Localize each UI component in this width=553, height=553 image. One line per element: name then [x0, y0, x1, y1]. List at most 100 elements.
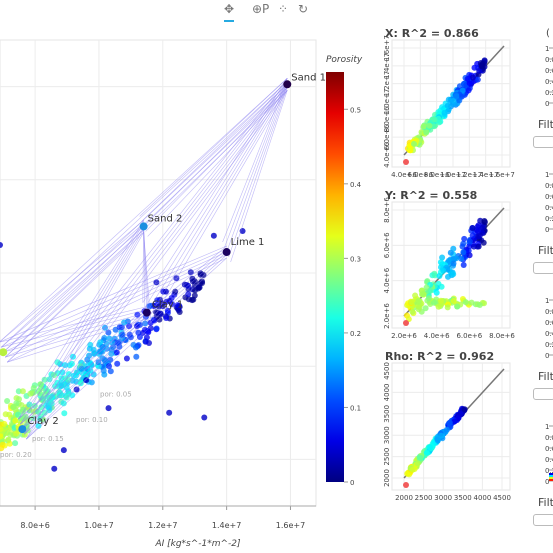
panel-point	[426, 122, 433, 129]
filter-label-1: Filte	[538, 118, 553, 131]
rho-crossplot[interactable]: 2000200025002500300030003500350040004000…	[383, 362, 511, 502]
panel-x-tick-label: 6.0e+6	[456, 332, 482, 340]
sample-point	[100, 367, 107, 374]
panel-y-tick-label: 4000	[383, 383, 391, 401]
filter-slider-2[interactable]	[533, 262, 553, 274]
histogram-tick-label: 0	[545, 352, 549, 360]
sample-point	[197, 280, 204, 287]
panel-y-tick-label: 1.2e+7	[383, 71, 391, 97]
mixing-line	[141, 81, 288, 222]
sample-point	[154, 297, 161, 304]
panel-reference-point	[403, 159, 409, 165]
panel-point	[451, 418, 458, 425]
histogram-tick-label: 0.4	[545, 204, 553, 212]
endmember-point	[222, 248, 231, 257]
panel-y-tick-label: 2.0e+6	[383, 303, 391, 329]
mixing-line	[24, 87, 288, 435]
colorbar-title: Porosity	[326, 55, 363, 65]
panel-y-tick-label: 4.0e+6	[383, 267, 391, 293]
mixing-line	[26, 318, 148, 440]
panel-point	[439, 254, 446, 261]
colorbar-tick-label: 0.1	[350, 404, 361, 412]
rho-plot-title: Rho: R^2 = 0.962	[385, 350, 495, 363]
panel-point	[466, 238, 473, 245]
sample-point	[166, 409, 173, 416]
sample-point	[210, 232, 217, 239]
panel-x-tick-label: 2500	[415, 494, 433, 502]
sample-point	[153, 325, 160, 332]
wheel-zoom-tool-icon[interactable]: ⊕P	[252, 2, 270, 16]
porosity-colorbar: Porosity 0 0.1 0.2 0.3 0.4 0.5	[326, 55, 363, 487]
reset-tool-icon[interactable]: ↻	[298, 2, 309, 16]
sample-point	[61, 410, 68, 417]
mixing-line	[22, 312, 148, 430]
endmember-label: Sand 1	[291, 72, 326, 83]
mixing-line	[226, 84, 288, 253]
endmember-label: Sand 2	[148, 213, 183, 224]
panel-point	[456, 97, 463, 104]
panel-point	[466, 252, 473, 259]
histogram-tick-label: 0.8	[545, 56, 553, 64]
mixing-line	[230, 90, 288, 263]
panel-point	[459, 87, 466, 94]
mixing-line	[224, 81, 288, 248]
sample-point	[109, 339, 116, 346]
filter-label-3: Filte	[538, 370, 553, 383]
sample-point	[16, 396, 22, 403]
panel-point	[468, 299, 475, 306]
sample-point	[176, 302, 183, 309]
panel-point	[419, 291, 426, 298]
main-scatter-plot[interactable]: 8.0e+6 1.0e+7 1.2e+7 1.4e+7 1.6e+7 AI [kg*s^-…	[0, 39, 326, 549]
panel-point	[437, 297, 444, 304]
endmember-label: Clay 1	[152, 300, 183, 311]
mixing-line	[26, 257, 227, 440]
panel-point	[422, 305, 429, 312]
panel-point	[423, 129, 430, 136]
panel-point	[469, 225, 476, 231]
filter-slider-3[interactable]	[533, 388, 553, 400]
panel-point	[475, 233, 482, 240]
mixing-line	[0, 220, 144, 342]
panel-point	[438, 432, 444, 439]
panel-y-tick-label: 8.0e+6	[383, 197, 391, 223]
filter-slider-4[interactable]	[533, 514, 553, 526]
panel-point	[430, 299, 437, 306]
y-crossplot[interactable]: 2.0e+62.0e+6 4.0e+6 4.0e+6 6.0e+6 6.0e+6 8.0e…	[383, 197, 515, 340]
mixing-line	[4, 229, 144, 358]
panel-point	[445, 96, 452, 103]
mixing-line	[147, 90, 288, 237]
panel-point	[450, 297, 457, 304]
histogram-bar	[549, 479, 553, 481]
sample-point	[83, 377, 90, 384]
lasso-select-tool-icon[interactable]: ⁘	[278, 2, 289, 16]
panel-point	[478, 62, 485, 69]
x-crossplot[interactable]: 4.0e+64.0e+66.0e+66.0e+68.0e+68.0e+61.0e…	[383, 35, 515, 179]
sample-point	[15, 411, 21, 418]
mixing-line	[146, 84, 288, 313]
histogram-tick-label: 0	[545, 478, 549, 486]
sample-point	[106, 363, 112, 370]
sample-point	[0, 441, 6, 448]
panel-y-tick-label: 1.0e+7	[383, 89, 391, 115]
panel-point	[408, 299, 415, 306]
sample-point	[10, 403, 17, 410]
mixing-line	[7, 257, 227, 363]
sample-point	[144, 328, 151, 334]
histogram-tick-label: 0.8	[545, 434, 553, 442]
pan-tool-icon[interactable]: ✥	[224, 0, 235, 22]
filter-slider-1[interactable]	[533, 136, 553, 148]
panel-point	[444, 102, 451, 109]
panel-point	[481, 218, 488, 224]
panel-point	[415, 297, 422, 304]
sample-point	[162, 288, 169, 295]
panel-y-tick-label: 2000	[383, 469, 391, 487]
mixing-line	[3, 312, 147, 353]
panel-y-tick-label: 4.0e+6	[383, 142, 391, 168]
panel-point	[411, 140, 417, 147]
mixing-line	[0, 306, 147, 343]
sample-point	[73, 386, 80, 393]
mixing-line	[20, 81, 288, 425]
mixing-line	[20, 248, 227, 425]
panel-point	[439, 104, 446, 111]
panel-point	[469, 232, 476, 239]
